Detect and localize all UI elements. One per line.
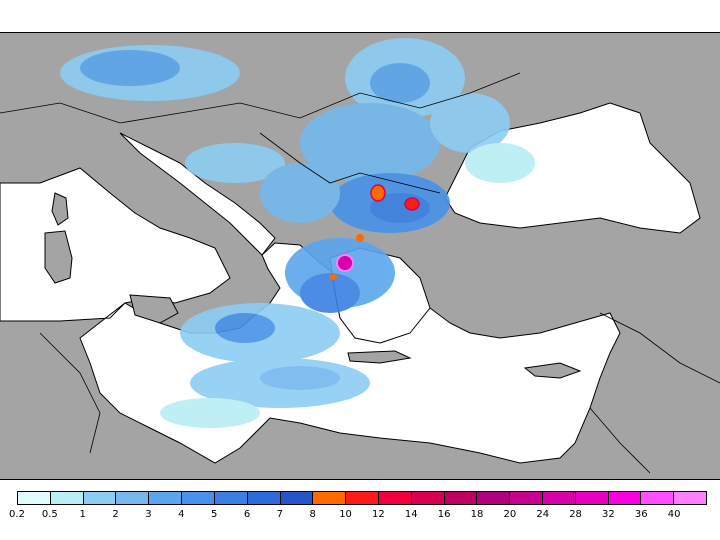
legend-tick-label: 0.5	[41, 509, 58, 520]
legend-swatch	[280, 492, 314, 504]
legend-swatch	[575, 492, 609, 504]
legend-swatch	[18, 492, 51, 504]
legend-tick-label: 2	[112, 509, 119, 520]
legend-swatch	[182, 492, 215, 504]
legend-swatch	[641, 492, 675, 504]
legend-tick-label: 28	[569, 509, 582, 520]
legend-swatch	[247, 492, 281, 504]
legend-tick-label: 32	[602, 509, 615, 520]
legend-tick-label: 40	[667, 509, 681, 520]
legend-tick-label: 7	[276, 509, 284, 520]
legend-swatch	[313, 492, 347, 504]
legend-tick-label: 20	[503, 509, 517, 520]
sardinia-island	[44, 230, 73, 284]
black-sea	[444, 102, 701, 234]
legend-swatch	[510, 492, 543, 504]
legend-tick-label: 3	[145, 509, 152, 520]
legend-tick-label: 6	[243, 509, 251, 520]
legend-tick-label: 16	[437, 509, 451, 520]
country-borders	[0, 72, 720, 474]
legend-swatch	[149, 492, 183, 504]
cyprus-island	[523, 362, 582, 379]
precip-maxima	[329, 184, 420, 280]
legend-swatch	[543, 492, 576, 504]
legend-swatch	[378, 492, 412, 504]
legend-tick-label: 18	[470, 509, 484, 520]
legend-tick-label: 1	[79, 509, 86, 520]
legend-swatch	[83, 492, 117, 504]
legend-swatch	[608, 492, 642, 504]
legend-tick-label: 36	[634, 509, 648, 520]
legend-tick-label: 14	[404, 509, 418, 520]
legend-swatch	[674, 492, 707, 504]
legend-tick-label: 24	[536, 509, 550, 520]
legend-tick-label: 5	[210, 509, 218, 520]
color-scale-labels: 0.2 0.5 1 2 3 4 5 6 7 8 10 12 14 16 18 20 24 28 32 36 40	[9, 509, 707, 523]
crete-island	[347, 350, 412, 364]
legend-swatch	[50, 492, 84, 504]
legend-tick-label: 8	[309, 509, 316, 520]
color-scale-bar	[17, 491, 707, 505]
corsica-island	[51, 192, 69, 226]
legend-tick-label: 10	[339, 509, 352, 520]
sicily-island	[129, 294, 179, 324]
legend-swatch	[444, 492, 478, 504]
legend-swatch	[477, 492, 511, 504]
legend-swatch	[214, 492, 248, 504]
legend-tick-label: 0.2	[9, 509, 25, 520]
legend-tick-label: 12	[372, 509, 385, 520]
legend-tick-label: 4	[178, 509, 185, 520]
precipitation-map	[0, 32, 720, 480]
legend-swatch	[411, 492, 445, 504]
legend-swatch	[116, 492, 150, 504]
legend-swatch	[346, 492, 379, 504]
